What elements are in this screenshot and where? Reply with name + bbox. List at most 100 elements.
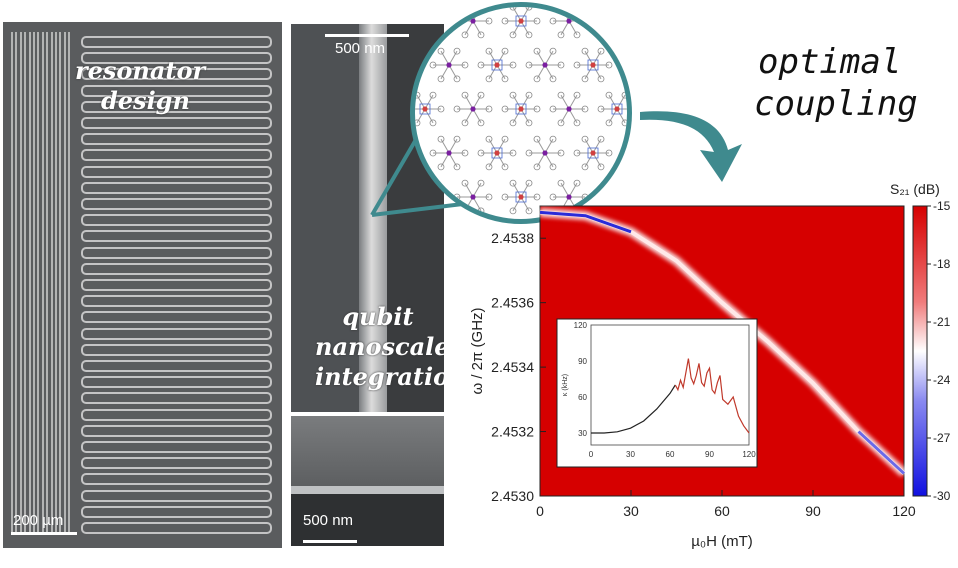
meander-loop	[81, 246, 272, 259]
meander-loop	[81, 117, 272, 129]
ring-atom	[533, 163, 541, 171]
ring-atom	[501, 47, 509, 55]
ring-atom	[533, 47, 541, 55]
bond-line	[440, 64, 450, 80]
ring-atom	[453, 135, 461, 143]
meander-loop	[81, 457, 272, 470]
bond-line	[464, 20, 474, 36]
ring-atom	[485, 17, 493, 25]
feedline-line	[55, 32, 57, 532]
molecule-unit	[477, 47, 517, 83]
colorbar-tick-label: -18	[933, 257, 951, 271]
molecule-unit	[501, 179, 541, 215]
feedline-line	[24, 32, 27, 532]
bond-line	[592, 50, 602, 66]
bond-line	[592, 152, 602, 168]
molecule-unit	[453, 91, 493, 127]
bond-line	[544, 50, 554, 66]
x-tick-label: 60	[714, 503, 730, 519]
ring-atom	[557, 31, 565, 39]
metal-center	[494, 150, 500, 156]
ring-atom	[509, 61, 517, 69]
inset-y-axis-label: κ (kHz)	[562, 374, 569, 396]
molecule-unit	[597, 91, 627, 127]
curved-arrow-icon	[640, 111, 742, 182]
inset-y-tick-label: 60	[578, 393, 587, 402]
metal-center	[446, 150, 452, 156]
bond-line	[512, 196, 522, 212]
bond-line	[424, 94, 434, 110]
meander-loop	[81, 181, 272, 194]
colorbar-tick-label: -30	[933, 489, 951, 503]
bond-line	[440, 138, 450, 154]
metal-center	[422, 106, 428, 112]
ring-atom	[477, 119, 485, 127]
meander-loop	[81, 198, 272, 210]
bond-line	[496, 50, 506, 66]
bond-line	[472, 94, 482, 110]
bond-line	[584, 64, 594, 80]
ring-atom	[437, 47, 445, 55]
meander-loop	[81, 279, 272, 291]
y-tick-label: 2.4538	[491, 230, 534, 246]
inset-x-tick-label: 30	[626, 450, 635, 459]
bond-line	[536, 138, 546, 154]
meander-loop	[81, 149, 272, 162]
feedline-line	[41, 32, 44, 532]
ring-atom	[605, 61, 613, 69]
meander-loop	[81, 311, 272, 324]
counterion-box	[515, 191, 527, 203]
bond-line	[544, 138, 554, 154]
ring-atom	[597, 163, 605, 171]
meander-loop	[81, 505, 272, 518]
meander-loop	[81, 262, 272, 275]
scale-bar-mid-bottom-label: 500 nm	[303, 512, 354, 529]
meander-loop	[81, 165, 272, 178]
ring-atom	[429, 119, 437, 127]
ring-atom	[453, 47, 461, 55]
feedline-line	[33, 32, 35, 532]
resonator-sem-image: resonator design 200 µm	[3, 22, 282, 548]
ring-atom	[461, 61, 469, 69]
ring-atom	[597, 135, 605, 143]
molecule-unit	[429, 135, 469, 171]
ring-atom	[549, 17, 557, 25]
x-axis-label: µ₀H (mT)	[691, 533, 753, 550]
ring-atom	[557, 179, 565, 187]
bond-line	[472, 108, 482, 124]
ring-atom	[549, 47, 557, 55]
ring-atom	[501, 163, 509, 171]
ring-atom	[573, 119, 581, 127]
bond-line	[616, 108, 626, 124]
bond-line	[536, 50, 546, 66]
ring-atom	[549, 135, 557, 143]
feedline-line	[50, 32, 53, 532]
bond-line	[448, 50, 458, 66]
ring-atom	[597, 47, 605, 55]
meander-loop	[81, 392, 272, 405]
ring-atom	[461, 119, 469, 127]
resonator-design-label: resonator design	[75, 56, 205, 116]
metal-center	[566, 106, 572, 112]
counterion-box	[515, 103, 527, 115]
feedline-line	[59, 32, 62, 532]
scale-bar-mid-bottom	[303, 540, 357, 543]
ring-atom	[549, 163, 557, 171]
ring-atom	[485, 193, 493, 201]
resonator-meander	[81, 36, 272, 536]
ring-atom	[429, 61, 437, 69]
bond-line	[512, 182, 522, 198]
bond-line	[560, 108, 570, 124]
inset-frame	[556, 318, 758, 468]
colorbar-tick-label: -24	[933, 373, 951, 387]
ring-atom	[509, 149, 517, 157]
ring-atom	[533, 135, 541, 143]
metal-center	[446, 62, 452, 68]
bond-line	[520, 20, 530, 36]
inset-y-tick-label: 30	[578, 429, 587, 438]
ring-atom	[509, 31, 517, 39]
colorbar-tick-label: -15	[933, 199, 951, 213]
bond-line	[464, 182, 474, 198]
metal-center	[614, 106, 620, 112]
metal-center	[542, 150, 548, 156]
